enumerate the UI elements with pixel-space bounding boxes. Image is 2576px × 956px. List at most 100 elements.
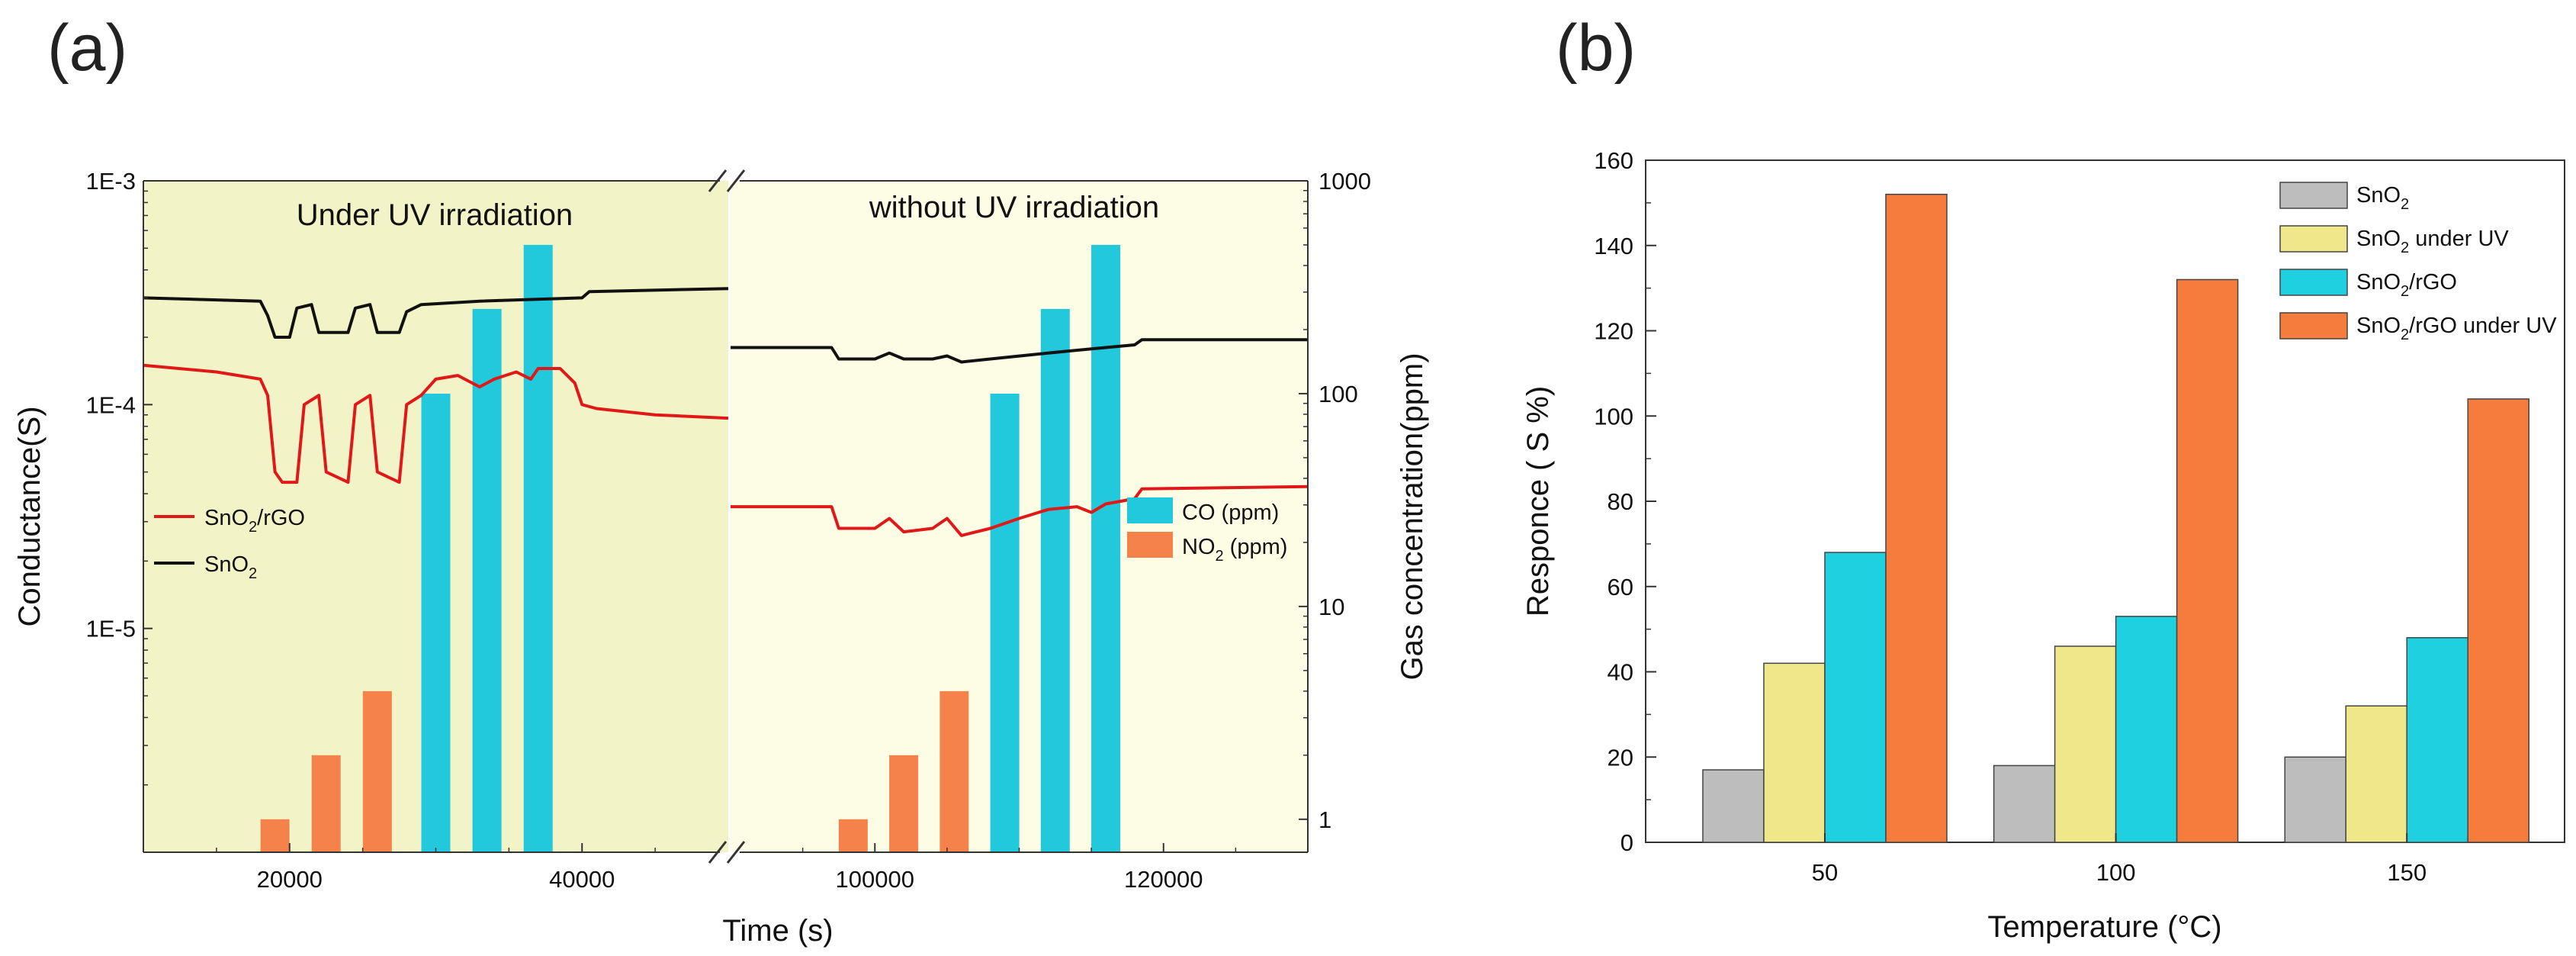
legend-label-3-suffix: /rGO under UV xyxy=(2409,314,2557,338)
legend-label-0-text: SnO xyxy=(2356,183,2401,208)
chart-b-x-axis-label: Temperature (°C) xyxy=(1987,910,2221,944)
chart-b: 0 20 40 60 80 100 120 140 160 50 100 150 Temperatur… xyxy=(1521,147,2565,944)
bar-co-5 xyxy=(523,244,553,852)
series-line-sno2-seg1 xyxy=(731,338,1308,364)
bar-no2-1 xyxy=(311,755,341,852)
legend-label-1-text: SnO xyxy=(2356,227,2401,251)
bar-sno2-150 xyxy=(2284,756,2346,843)
legend-label-no2-subscript: 2 xyxy=(1216,548,1224,565)
bar-no2-6 xyxy=(838,819,868,852)
bar-co-3 xyxy=(421,393,451,852)
y-tick-label: 60 xyxy=(1608,574,1633,600)
legend-label-no2: NO2 (ppm) xyxy=(1182,535,1287,565)
chart-a-lines xyxy=(143,287,1309,537)
legend-label-sno2-rgo-text: SnO xyxy=(204,506,249,530)
bar-no2-2 xyxy=(362,690,392,852)
y-tick-label: 1E-4 xyxy=(86,391,136,418)
legend-label-sno2-rgo-subscript: 2 xyxy=(249,519,257,536)
y-tick-label: 140 xyxy=(1594,233,1633,259)
legend-swatch-1 xyxy=(2279,225,2348,253)
series-line-sno2-seg0 xyxy=(143,287,729,339)
y-tick-label: 1E-5 xyxy=(86,616,136,642)
y-tick-label: 1E-3 xyxy=(86,168,136,195)
axis-break-bottom-1 xyxy=(726,841,746,864)
x-tick-label: 120000 xyxy=(1124,866,1203,893)
bar-co-10 xyxy=(1040,308,1070,852)
legend-label-no2-text: NO xyxy=(1182,535,1216,559)
annotation-without-uv: without UV irradiation xyxy=(869,191,1159,224)
panel-b-label: (b) xyxy=(1556,11,1636,85)
x-tick-label: 150 xyxy=(2387,859,2427,886)
chart-b-axes: 0 20 40 60 80 100 120 140 160 50 100 150 xyxy=(1594,147,2427,886)
chart-a-bars xyxy=(260,244,1121,852)
panel-a-label: (a) xyxy=(47,11,127,85)
y-tick-label: 40 xyxy=(1608,659,1633,686)
y-tick-label: 0 xyxy=(1620,829,1633,856)
legend-label-1: SnO2 under UV xyxy=(2356,227,2509,256)
legend-swatch-no2 xyxy=(1127,532,1173,558)
chart-a: 1E-3 1E-4 1E-5 1 10 100 1000 20000 40000 100000 12… xyxy=(13,168,1429,948)
legend-label-2-text: SnO xyxy=(2356,270,2401,295)
legend-label-co-text: CO (ppm) xyxy=(1182,501,1279,525)
legend-label-3-text: SnO xyxy=(2356,314,2401,338)
axis-break-bottom-0 xyxy=(708,841,728,864)
bar-no2-8 xyxy=(940,690,969,852)
legend-label-sno2-subscript: 2 xyxy=(249,565,257,582)
x-tick-label: 100 xyxy=(2096,859,2136,886)
axis-break-top-1 xyxy=(726,169,746,192)
bar-sno2-rgo-100 xyxy=(2115,616,2178,843)
y2-tick-label: 1000 xyxy=(1319,168,1371,195)
legend-swatch-0 xyxy=(2279,182,2348,209)
bar-sno2-under-uv-50 xyxy=(1763,662,1826,843)
chart-a-axes: 1E-3 1E-4 1E-5 1 10 100 1000 20000 40000 100000 12… xyxy=(86,168,1371,893)
chart-b-y-axis-label: Responce ( S %) xyxy=(1521,386,1555,616)
bar-sno2-50 xyxy=(1702,769,1765,843)
legend-swatch-co xyxy=(1127,497,1173,523)
bar-sno2-under-uv-100 xyxy=(2054,645,2117,843)
chart-b-bars xyxy=(1702,193,2529,843)
x-tick-label: 40000 xyxy=(549,866,615,893)
y-tick-label: 80 xyxy=(1608,488,1633,515)
bar-sno2-rgo-under-uv-150 xyxy=(2467,398,2529,843)
legend-label-0: SnO2 xyxy=(2356,183,2409,213)
bar-sno2-rgo-under-uv-100 xyxy=(2176,278,2239,843)
legend-label-1-subscript: 2 xyxy=(2401,240,2409,256)
legend-label-co: CO (ppm) xyxy=(1182,501,1279,525)
chart-a-y-axis-label: Conductance(S) xyxy=(13,406,47,626)
bar-no2-7 xyxy=(889,755,919,852)
series-line-sno2-rgo-seg1 xyxy=(731,484,1309,537)
annotation-under-uv: Under UV irradiation xyxy=(297,198,573,232)
bar-co-9 xyxy=(990,393,1020,852)
bar-sno2-rgo-under-uv-50 xyxy=(1885,193,1948,843)
y-tick-label: 160 xyxy=(1594,147,1633,174)
legend-label-sno2: SnO2 xyxy=(204,552,257,582)
legend-label-2-subscript: 2 xyxy=(2401,283,2409,300)
legend-label-0-subscript: 2 xyxy=(2401,196,2409,213)
series-line-sno2-rgo-seg0 xyxy=(143,363,729,484)
bar-co-4 xyxy=(472,308,502,852)
legend-label-2-suffix: /rGO xyxy=(2409,270,2457,295)
legend-label-2: SnO2/rGO xyxy=(2356,270,2457,300)
x-tick-label: 100000 xyxy=(836,866,914,893)
x-tick-label: 50 xyxy=(1812,859,1838,886)
legend-label-3-subscript: 2 xyxy=(2401,327,2409,343)
y-tick-label: 120 xyxy=(1594,318,1633,345)
y2-tick-label: 1 xyxy=(1319,806,1331,833)
y-tick-label: 100 xyxy=(1594,403,1633,430)
legend-swatch-3 xyxy=(2279,312,2348,340)
x-tick-label: 20000 xyxy=(257,866,323,893)
legend-label-sno2-rgo-suffix: /rGO xyxy=(257,506,305,530)
y2-tick-label: 100 xyxy=(1319,381,1358,407)
bar-co-11 xyxy=(1091,244,1121,852)
legend-label-3: SnO2/rGO under UV xyxy=(2356,314,2557,343)
legend-label-1-suffix: under UV xyxy=(2409,227,2509,251)
bar-no2-0 xyxy=(260,819,290,852)
legend-label-sno2-text: SnO xyxy=(204,552,249,577)
chart-a-x-axis-label: Time (s) xyxy=(722,914,833,948)
bar-sno2-100 xyxy=(1993,764,2056,843)
bar-sno2-under-uv-150 xyxy=(2345,705,2407,843)
bar-sno2-rgo-50 xyxy=(1824,552,1887,843)
y2-tick-label: 10 xyxy=(1319,594,1344,620)
